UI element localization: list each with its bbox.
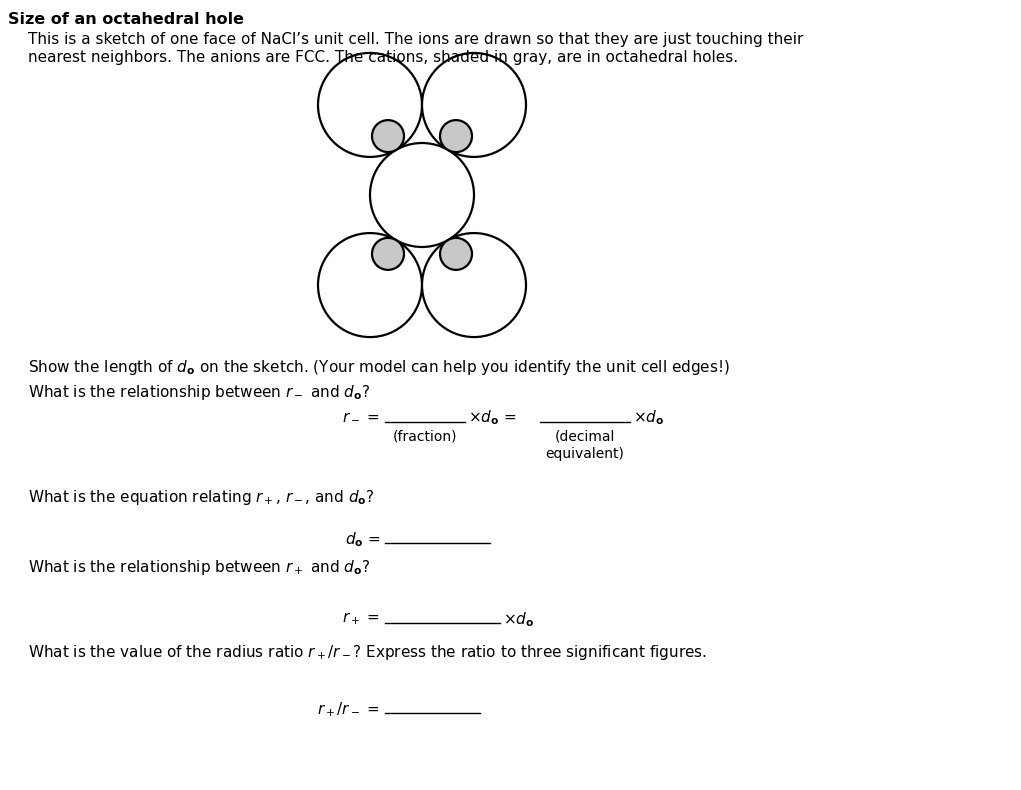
Text: This is a sketch of one face of NaCl’s unit cell. The ions are drawn so that the: This is a sketch of one face of NaCl’s u…: [28, 32, 804, 47]
Circle shape: [318, 233, 422, 337]
Text: $r_+/r_-$ =: $r_+/r_-$ =: [318, 700, 380, 719]
Text: $r_-$ =: $r_-$ =: [342, 408, 380, 423]
Circle shape: [318, 53, 422, 157]
Circle shape: [372, 238, 404, 270]
Circle shape: [372, 120, 404, 152]
Text: What is the equation relating $r_+$, $r_-$, and $d_\mathbf{o}$?: What is the equation relating $r_+$, $r_…: [28, 488, 375, 507]
Circle shape: [440, 120, 472, 152]
Circle shape: [422, 233, 526, 337]
Text: Size of an octahedral hole: Size of an octahedral hole: [8, 12, 244, 27]
Text: $d_\mathbf{o}$ =: $d_\mathbf{o}$ =: [344, 530, 380, 549]
Text: $\times d_\mathbf{o}$: $\times d_\mathbf{o}$: [633, 408, 665, 427]
Text: What is the relationship between $r_+$ and $d_\mathbf{o}$?: What is the relationship between $r_+$ a…: [28, 558, 370, 577]
Text: Show the length of $d_\mathbf{o}$ on the sketch. (Your model can help you identi: Show the length of $d_\mathbf{o}$ on the…: [28, 358, 730, 377]
Text: $\times d_\mathbf{o}$: $\times d_\mathbf{o}$: [503, 610, 534, 629]
Circle shape: [422, 53, 526, 157]
Text: nearest neighbors. The anions are FCC. The cations, shaded in gray, are in octah: nearest neighbors. The anions are FCC. T…: [28, 50, 738, 65]
Text: $\times d_\mathbf{o}$ =: $\times d_\mathbf{o}$ =: [468, 408, 517, 427]
Text: (fraction): (fraction): [393, 430, 457, 444]
Circle shape: [370, 143, 474, 247]
Text: What is the relationship between $r_-$ and $d_\mathbf{o}$?: What is the relationship between $r_-$ a…: [28, 383, 370, 402]
Text: $r_+$ =: $r_+$ =: [342, 610, 380, 626]
Circle shape: [440, 238, 472, 270]
Text: What is the value of the radius ratio $r_+/r_-$? Express the ratio to three sign: What is the value of the radius ratio $r…: [28, 643, 708, 662]
Text: (decimal
equivalent): (decimal equivalent): [545, 430, 625, 461]
